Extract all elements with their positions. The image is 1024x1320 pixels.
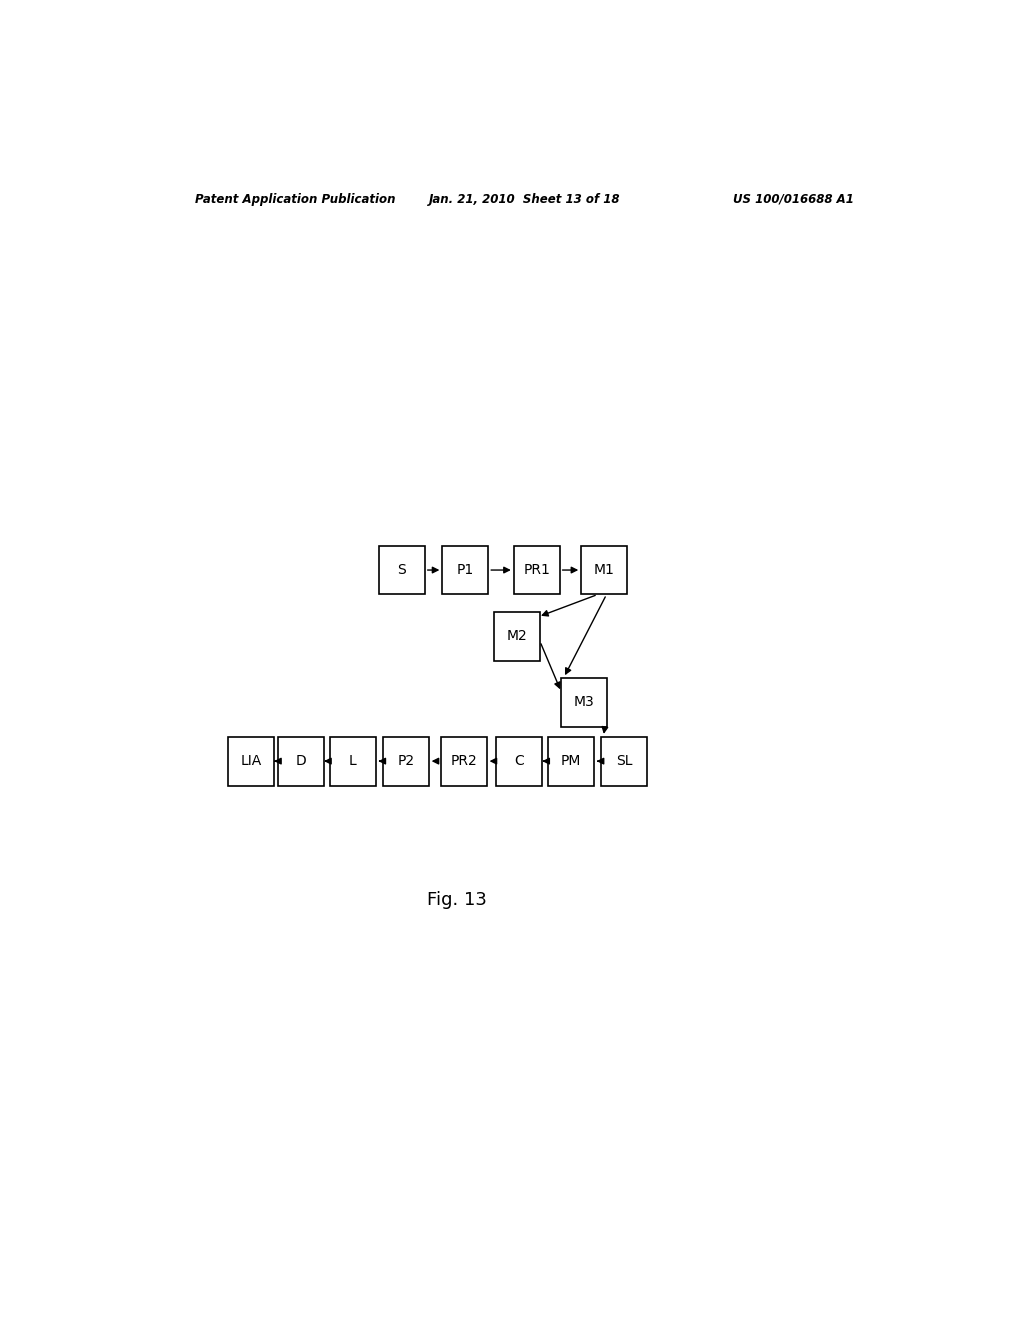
FancyBboxPatch shape xyxy=(514,545,560,594)
FancyBboxPatch shape xyxy=(330,737,376,785)
Text: D: D xyxy=(296,754,306,768)
Text: Fig. 13: Fig. 13 xyxy=(427,891,487,909)
FancyBboxPatch shape xyxy=(601,737,647,785)
Text: M3: M3 xyxy=(573,696,595,709)
Text: SL: SL xyxy=(615,754,632,768)
FancyBboxPatch shape xyxy=(497,737,543,785)
Text: P2: P2 xyxy=(397,754,415,768)
FancyBboxPatch shape xyxy=(494,611,540,660)
Text: LIA: LIA xyxy=(241,754,262,768)
FancyBboxPatch shape xyxy=(278,737,324,785)
FancyBboxPatch shape xyxy=(228,737,274,785)
Text: PR2: PR2 xyxy=(451,754,477,768)
FancyBboxPatch shape xyxy=(561,677,607,726)
Text: P1: P1 xyxy=(457,564,474,577)
Text: US 100/016688 A1: US 100/016688 A1 xyxy=(733,193,854,206)
FancyBboxPatch shape xyxy=(440,737,486,785)
Text: C: C xyxy=(514,754,524,768)
Text: PM: PM xyxy=(561,754,581,768)
Text: L: L xyxy=(349,754,356,768)
Text: Jan. 21, 2010  Sheet 13 of 18: Jan. 21, 2010 Sheet 13 of 18 xyxy=(429,193,621,206)
Text: PR1: PR1 xyxy=(523,564,550,577)
Text: M1: M1 xyxy=(594,564,614,577)
FancyBboxPatch shape xyxy=(548,737,594,785)
Text: M2: M2 xyxy=(507,630,527,643)
Text: Patent Application Publication: Patent Application Publication xyxy=(196,193,396,206)
FancyBboxPatch shape xyxy=(379,545,425,594)
Text: S: S xyxy=(397,564,407,577)
FancyBboxPatch shape xyxy=(582,545,627,594)
FancyBboxPatch shape xyxy=(383,737,429,785)
FancyBboxPatch shape xyxy=(442,545,488,594)
